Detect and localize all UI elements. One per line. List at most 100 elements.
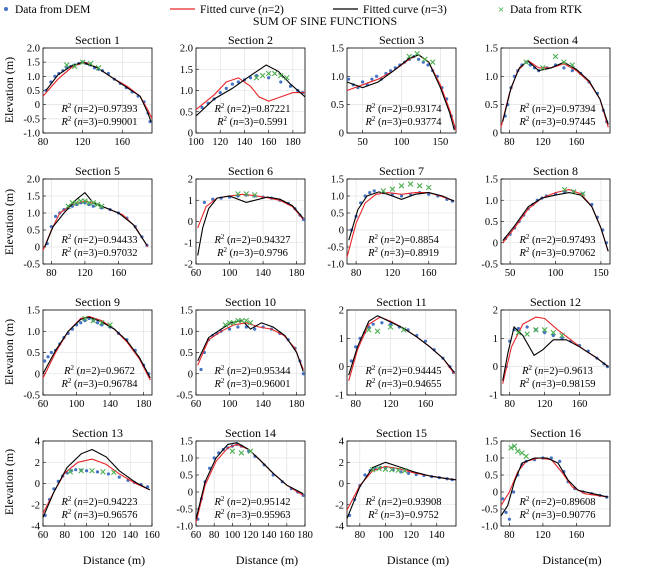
panel-10-dem-point <box>253 327 257 331</box>
panel-13-dem-point <box>146 485 150 489</box>
panel-1-rtk-point <box>95 65 102 71</box>
panel-16-ytick-label: 1.5 <box>485 437 498 448</box>
panel-11-title: Section 11 <box>376 295 427 309</box>
panel-14-rtk-point <box>247 448 254 454</box>
panel-16-frame <box>500 440 611 527</box>
panel-4-frame <box>500 47 611 134</box>
panel-5-frame <box>42 178 153 265</box>
panel-9-dem-point <box>49 350 53 355</box>
panel-section-10: Section 10 -0.5 0 0.5 1.0 1.5 60 100 140 180 R2 (n… <box>176 295 306 410</box>
panel-10-r2-n3-label: R2 (n=3)=0.96001 <box>213 377 290 390</box>
panel-11-xtick-label: 80 <box>350 399 361 410</box>
panel-section-6: Section 6 -2 -1 0 1 2 60 100 140 180 R2 (n=2)=0.94… <box>184 164 306 279</box>
panel-5-dem-point <box>53 214 58 218</box>
panel-15-xtick-label: 100 <box>378 530 394 541</box>
panel-5-ytick-label: 1.0 <box>27 209 40 220</box>
panel-7-dem-point <box>399 194 404 198</box>
panel-15-ytick-label: -4 <box>335 522 344 533</box>
panel-6-ytick-label: -1 <box>184 238 193 249</box>
panel-12-dem-point <box>560 336 564 340</box>
panel-1-rtk-point <box>63 62 70 68</box>
panel-11-ytick-label: 0 <box>339 362 344 373</box>
panel-2-r2-n2-label: R2 (n=2)=0.87221 <box>213 102 290 115</box>
panel-3-rtk-point <box>429 59 436 65</box>
panel-2-dem-point <box>236 80 240 84</box>
panel-12-dem-point <box>551 333 555 338</box>
panel-16-r2-n3-label: R2 (n=3)=0.90776 <box>518 508 595 521</box>
panel-2-xtick-label: 100 <box>188 137 204 148</box>
panel-11-dem-point <box>380 321 384 325</box>
panel-11-ytick-label: 1 <box>339 334 344 345</box>
panel-10-xtick-label: 180 <box>289 399 305 410</box>
panel-12-rtk-point <box>524 331 530 337</box>
panel-9-frame <box>42 309 153 396</box>
panel-11-xtick-label: 120 <box>383 399 399 410</box>
panel-8-title: Section 8 <box>533 164 578 178</box>
panel-4-ytick-label: 0.5 <box>485 100 498 111</box>
panel-2-dem-point <box>200 105 204 110</box>
panel-14-xtick-label: 60 <box>191 530 202 541</box>
legend-dem-marker <box>4 7 8 11</box>
panel-5-ytick-label: -0.5 <box>23 260 40 271</box>
panel-section-8: Section 8 -0.5 0 0.5 1.0 1.5 50 100 150 R2 (n=2)=… <box>481 164 611 279</box>
y-axis-label-row-1: Elevation (m) <box>2 57 16 123</box>
panel-15-title: Section 15 <box>376 426 427 440</box>
panel-8-r2-n2-label: R2 (n=2)=0.97493 <box>518 233 595 246</box>
panel-2-dem-point <box>230 82 234 86</box>
panel-3-rtk-point <box>414 50 420 57</box>
panel-3-ytick-label: 1.0 <box>331 72 344 83</box>
panel-6-dem-point <box>202 200 206 204</box>
panel-section-15: Section 15 -4 -2 0 2 4 80 100 120 140 R2 (n=2)=0.9… <box>335 426 457 541</box>
panel-16-ytick-label: 1.0 <box>485 454 498 465</box>
panel-16-dem-point <box>511 490 516 494</box>
panel-section-2: Section 2 0 0.5 1.0 1.5 2.0 100 120 140 160 180 R2 … <box>180 33 306 148</box>
panel-3-ytick-label: 0.5 <box>331 100 344 111</box>
panel-5-ytick-label: 0 <box>35 243 40 254</box>
panel-10-rtk-point <box>230 319 237 326</box>
panel-9-r2-n3-label: R2 (n=3)=0.96784 <box>60 377 138 390</box>
panel-5-rtk-point <box>90 200 97 206</box>
panel-2-dem-point <box>248 76 253 80</box>
panel-11-rtk-point <box>400 327 407 333</box>
panel-2-ytick-label: 1.5 <box>180 65 193 76</box>
panel-16-dem-point <box>504 510 508 514</box>
panel-12-rtk-point <box>541 327 548 333</box>
panel-16-dem-point <box>507 517 511 521</box>
panel-11-frame <box>346 309 457 396</box>
y-axis-label-row-4: Elevation (m) <box>2 449 16 515</box>
panel-16-r2-n2-label: R2 (n=2)=0.89608 <box>518 495 595 508</box>
panel-11-dem-point <box>423 339 428 343</box>
legend: Data from DEM Fitted curve (n=2) Fitted … <box>4 4 583 16</box>
panel-2-xtick-label: 140 <box>237 137 253 148</box>
panel-14-ytick-label: -0.5 <box>176 505 193 516</box>
panel-4-rtk-point <box>540 65 546 71</box>
panel-3-ytick-label: 0 <box>339 129 344 140</box>
panel-16-xtick-label: 120 <box>535 530 551 541</box>
panel-10-dem-point <box>301 372 305 376</box>
panel-13-dem-point <box>95 470 100 474</box>
panel-3-rtk-point <box>406 53 413 60</box>
panel-11-xtick-label: 160 <box>418 399 434 410</box>
panel-13-xtick-label: 100 <box>79 530 95 541</box>
panel-13-ytick-label: 0 <box>35 479 40 490</box>
panel-13-rtk-point <box>111 469 117 476</box>
panel-11-ytick-label: -1 <box>335 391 344 402</box>
panel-6-rtk-point <box>251 192 258 198</box>
panel-3-dem-point <box>374 74 379 78</box>
panel-8-r2-n3-label: R2 (n=3)=0.97062 <box>518 246 595 259</box>
panel-12-fit-n3-line <box>502 325 609 381</box>
panel-15-fit-n3-line <box>346 461 457 519</box>
panel-12-frame <box>500 309 611 396</box>
panel-4-ytick-label: 1.5 <box>485 44 498 55</box>
panel-9-rtk-point <box>90 317 97 324</box>
panel-2-r2-n3-label: R2 (n=3)=0.5991 <box>216 115 288 128</box>
panel-13-xtick-label: 60 <box>38 530 49 541</box>
panel-12-rtk-point <box>550 329 557 336</box>
panel-15-r2-n3-label: R2 (n=3)=0.9752 <box>367 508 439 521</box>
panel-9-xtick-label: 180 <box>136 399 152 410</box>
panel-1-ytick-label: -1.0 <box>23 129 40 140</box>
panel-10-dem-point <box>236 325 240 329</box>
panel-15-ytick-label: 0 <box>339 479 344 490</box>
panel-7-dem-point <box>368 191 372 195</box>
panel-7-ytick-label: 1.5 <box>331 175 344 186</box>
